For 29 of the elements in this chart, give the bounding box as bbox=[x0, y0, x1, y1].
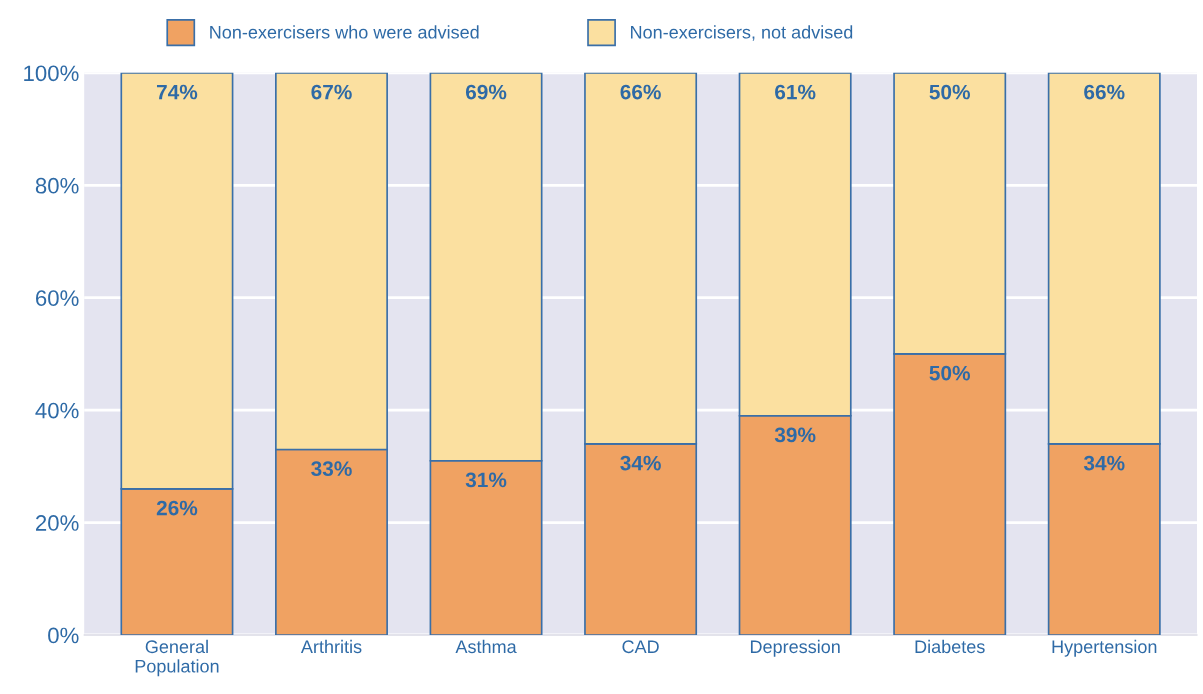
data-label: 34% bbox=[1083, 455, 1125, 471]
data-label: 67% bbox=[311, 84, 352, 100]
x-tick-label: General Population bbox=[135, 639, 219, 677]
data-label: 34% bbox=[620, 455, 661, 471]
y-tick-label: 100% bbox=[24, 65, 79, 82]
y-tick-label: 60% bbox=[36, 290, 79, 306]
legend-label: Non-exercisers, not advised bbox=[631, 25, 853, 41]
data-label: 39% bbox=[774, 427, 816, 443]
data-label: 50% bbox=[929, 84, 970, 100]
data-label: 74% bbox=[156, 84, 198, 100]
data-label: 61% bbox=[775, 84, 816, 100]
data-label: 50% bbox=[929, 365, 970, 381]
data-label: 66% bbox=[1084, 84, 1125, 100]
legend-label: Non-exercisers who were advised bbox=[210, 25, 479, 39]
data-label: 66% bbox=[620, 84, 661, 100]
data-label: 26% bbox=[156, 500, 198, 516]
data-label: 33% bbox=[311, 461, 352, 477]
y-tick-label: 80% bbox=[35, 177, 79, 194]
y-tick-label: 0% bbox=[48, 627, 79, 644]
y-tick-label: 20% bbox=[35, 515, 79, 531]
x-tick-label: Arthritis bbox=[300, 639, 362, 654]
x-tick-label: Asthma bbox=[455, 639, 517, 654]
data-label: 31% bbox=[465, 472, 507, 488]
x-tick-label: Hypertension bbox=[1052, 639, 1157, 657]
x-tick-label: Depression bbox=[750, 639, 840, 657]
x-tick-label: CAD bbox=[622, 640, 659, 654]
y-tick-label: 40% bbox=[35, 402, 79, 419]
data-label: 69% bbox=[465, 84, 507, 100]
x-tick-label: Diabetes bbox=[915, 639, 985, 654]
